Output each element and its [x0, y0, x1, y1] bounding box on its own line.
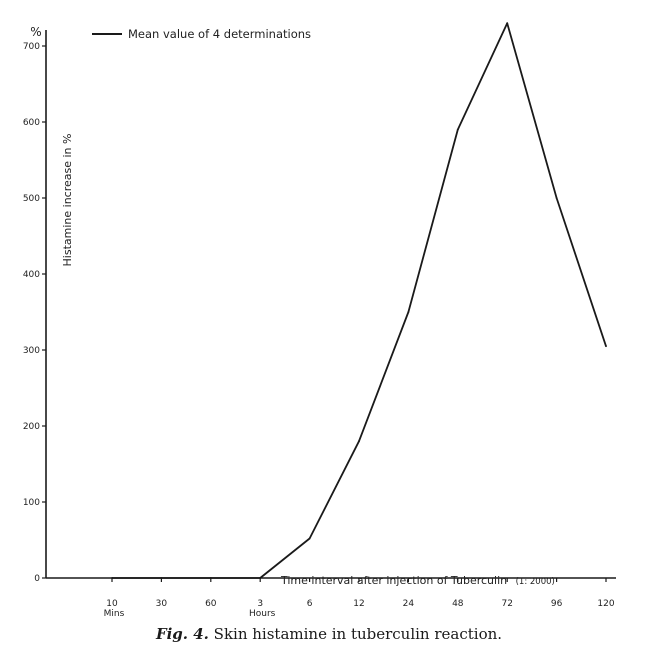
data-point	[605, 345, 607, 348]
x-axis-title-suffix: (1: 2000)	[516, 577, 555, 587]
data-point	[358, 440, 360, 443]
data-point	[506, 22, 509, 25]
x-tick-label: 24	[403, 599, 415, 609]
y-axis-ticks: 0 100 200 300 400 500 600 700	[23, 42, 46, 584]
x-axis-title-main: Time interval after injection of Tubercu…	[280, 574, 507, 587]
y-axis-title: Histamine increase in %	[61, 134, 74, 267]
y-tick-label: 400	[23, 270, 40, 280]
legend-label: Mean value of 4 determinations	[128, 27, 311, 41]
series-line	[112, 22, 607, 579]
figure-caption: Fig. 4. Skin histamine in tuberculin rea…	[0, 625, 658, 643]
y-axis-unit: %	[30, 25, 41, 39]
data-point	[259, 577, 262, 579]
x-tick-sublabel: Hours	[249, 609, 276, 619]
x-tick-label: 10	[106, 599, 118, 609]
y-tick-label: 500	[23, 194, 40, 204]
x-tick-label: 72	[501, 599, 512, 609]
figure-number: Fig. 4.	[155, 625, 209, 643]
x-tick-label: 3	[257, 599, 263, 609]
x-tick-label: 60	[205, 599, 217, 609]
legend: Mean value of 4 determinations	[92, 27, 311, 41]
y-tick-label: 0	[34, 574, 40, 584]
data-point	[456, 128, 459, 131]
x-tick-sublabel: Mins	[104, 609, 125, 619]
data-point	[209, 577, 212, 579]
y-tick-label: 100	[23, 498, 40, 508]
x-axis-title: Time interval after injection of Tubercu…	[280, 574, 555, 587]
x-tick-label: 120	[597, 599, 614, 609]
data-point	[111, 577, 113, 579]
data-point	[308, 537, 311, 540]
y-tick-label: 200	[23, 422, 40, 432]
x-tick-label: 96	[551, 599, 563, 609]
x-tick-label: 30	[156, 599, 168, 609]
data-point	[407, 311, 410, 313]
figure-caption-text: Skin histamine in tuberculin reaction.	[213, 625, 503, 643]
x-tick-label: 12	[353, 599, 364, 609]
x-tick-label: 48	[452, 599, 464, 609]
data-point	[160, 577, 163, 579]
series-layer	[111, 22, 607, 579]
y-tick-label: 300	[23, 346, 40, 356]
y-tick-label: 700	[23, 42, 40, 52]
data-point	[555, 197, 558, 199]
x-tick-label: 6	[307, 599, 313, 609]
y-tick-label: 600	[23, 118, 40, 128]
